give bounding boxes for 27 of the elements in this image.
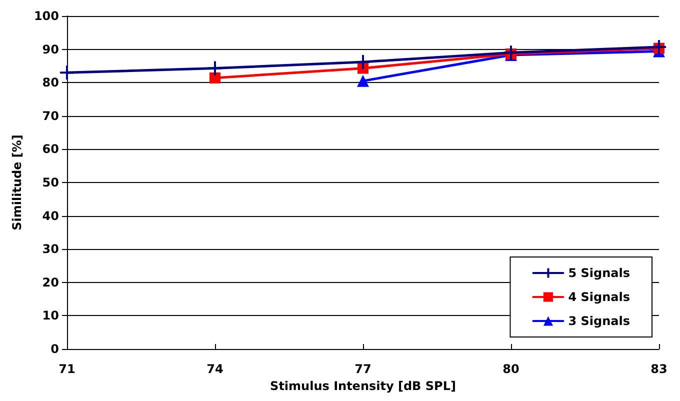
y-tick-label: 0 (50, 342, 59, 356)
x-tick-label: 80 (502, 362, 520, 376)
y-tick-label: 70 (42, 108, 59, 123)
y-tick-label: 40 (42, 208, 59, 223)
y-tick-label: 10 (42, 308, 59, 323)
y-tick-label: 20 (42, 275, 59, 290)
y-tick-label: 80 (42, 76, 59, 90)
y-tick-label: 30 (42, 242, 59, 256)
legend-label: 5 Signals (568, 266, 630, 280)
y-tick-label: 50 (42, 176, 59, 190)
point (357, 74, 369, 87)
y-axis-title: Similitude [%] (10, 134, 24, 230)
x-tick-label: 77 (354, 362, 372, 376)
x-tick-label: 83 (650, 362, 668, 376)
x-tick-label: 74 (206, 362, 224, 376)
point (207, 60, 223, 76)
x-tick-label: 71 (58, 362, 76, 376)
x-axis-title: Stimulus Intensity [dB SPL] (270, 378, 456, 393)
point (210, 72, 220, 84)
y-tick-label: 60 (42, 142, 59, 156)
y-tick-label: 100 (34, 9, 59, 23)
y-tick-label: 90 (42, 42, 59, 56)
legend-label: 3 Signals (568, 314, 630, 328)
point (355, 54, 371, 70)
point (503, 44, 519, 61)
point (59, 64, 75, 81)
legend-label: 4 Signals (568, 290, 630, 304)
